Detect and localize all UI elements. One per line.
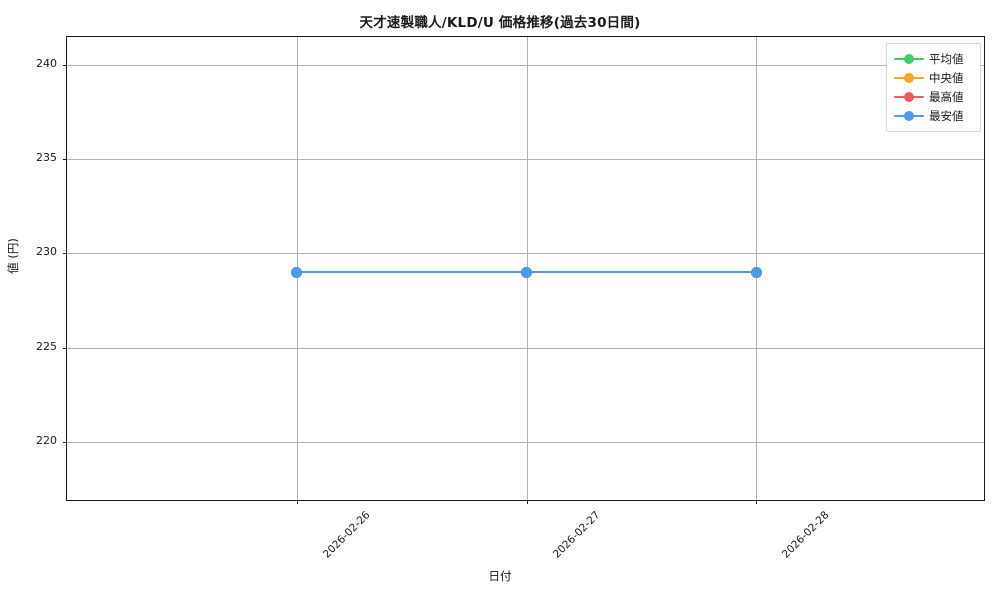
series-line-segment xyxy=(526,271,757,274)
x-axis-title: 日付 xyxy=(488,569,512,583)
y-tick-label: 240 xyxy=(36,57,57,71)
plot-area xyxy=(63,36,985,504)
page-title: 天才速製職人/KLD/U 価格推移(過去30日間) xyxy=(359,15,641,31)
y-axis-title: 値 (円) xyxy=(6,238,20,274)
y-tick-mark xyxy=(63,253,67,255)
legend-item-最安値[interactable]: 最安値 xyxy=(894,106,973,125)
gridline-horizontal xyxy=(67,159,984,161)
series-最安値 xyxy=(67,37,984,500)
x-tick-label: 2026-02-27 xyxy=(550,509,603,561)
legend-item-label: 平均値 xyxy=(929,51,964,66)
y-tick-mark xyxy=(63,159,67,161)
legend-item-label: 最安値 xyxy=(929,108,964,123)
x-tick-label: 2026-02-26 xyxy=(320,509,373,561)
x-tick-mark xyxy=(526,500,528,504)
x-tick-mark xyxy=(756,500,758,504)
legend-swatch-icon xyxy=(894,109,924,123)
series-line-segment xyxy=(296,271,527,274)
legend-swatch-icon xyxy=(894,71,924,85)
legend-swatch-icon xyxy=(894,90,924,104)
y-tick-mark xyxy=(63,441,67,443)
chart-legend: 平均値中央値最高値最安値 xyxy=(886,43,981,132)
legend-swatch-icon xyxy=(894,52,924,66)
y-tick-label: 220 xyxy=(36,433,57,447)
x-tick-mark xyxy=(296,500,298,504)
y-tick-label: 230 xyxy=(36,245,57,259)
data-point-marker xyxy=(291,266,303,278)
gridline-horizontal xyxy=(67,253,984,255)
legend-item-最高値[interactable]: 最高値 xyxy=(894,87,973,106)
x-tick-label: 2026-02-28 xyxy=(780,509,832,561)
legend-item-label: 中央値 xyxy=(929,70,964,85)
data-point-marker xyxy=(750,266,762,278)
gridline-horizontal xyxy=(67,65,984,67)
legend-item-平均値[interactable]: 平均値 xyxy=(894,49,973,68)
y-tick-label: 225 xyxy=(36,339,57,353)
data-point-marker xyxy=(521,266,532,278)
y-tick-label: 235 xyxy=(36,151,57,165)
legend-item-label: 最高値 xyxy=(929,89,964,104)
y-tick-mark xyxy=(63,347,67,349)
gridline-horizontal xyxy=(67,347,984,349)
y-tick-mark xyxy=(63,65,67,67)
gridline-horizontal xyxy=(67,441,984,443)
legend-item-中央値[interactable]: 中央値 xyxy=(894,68,973,87)
